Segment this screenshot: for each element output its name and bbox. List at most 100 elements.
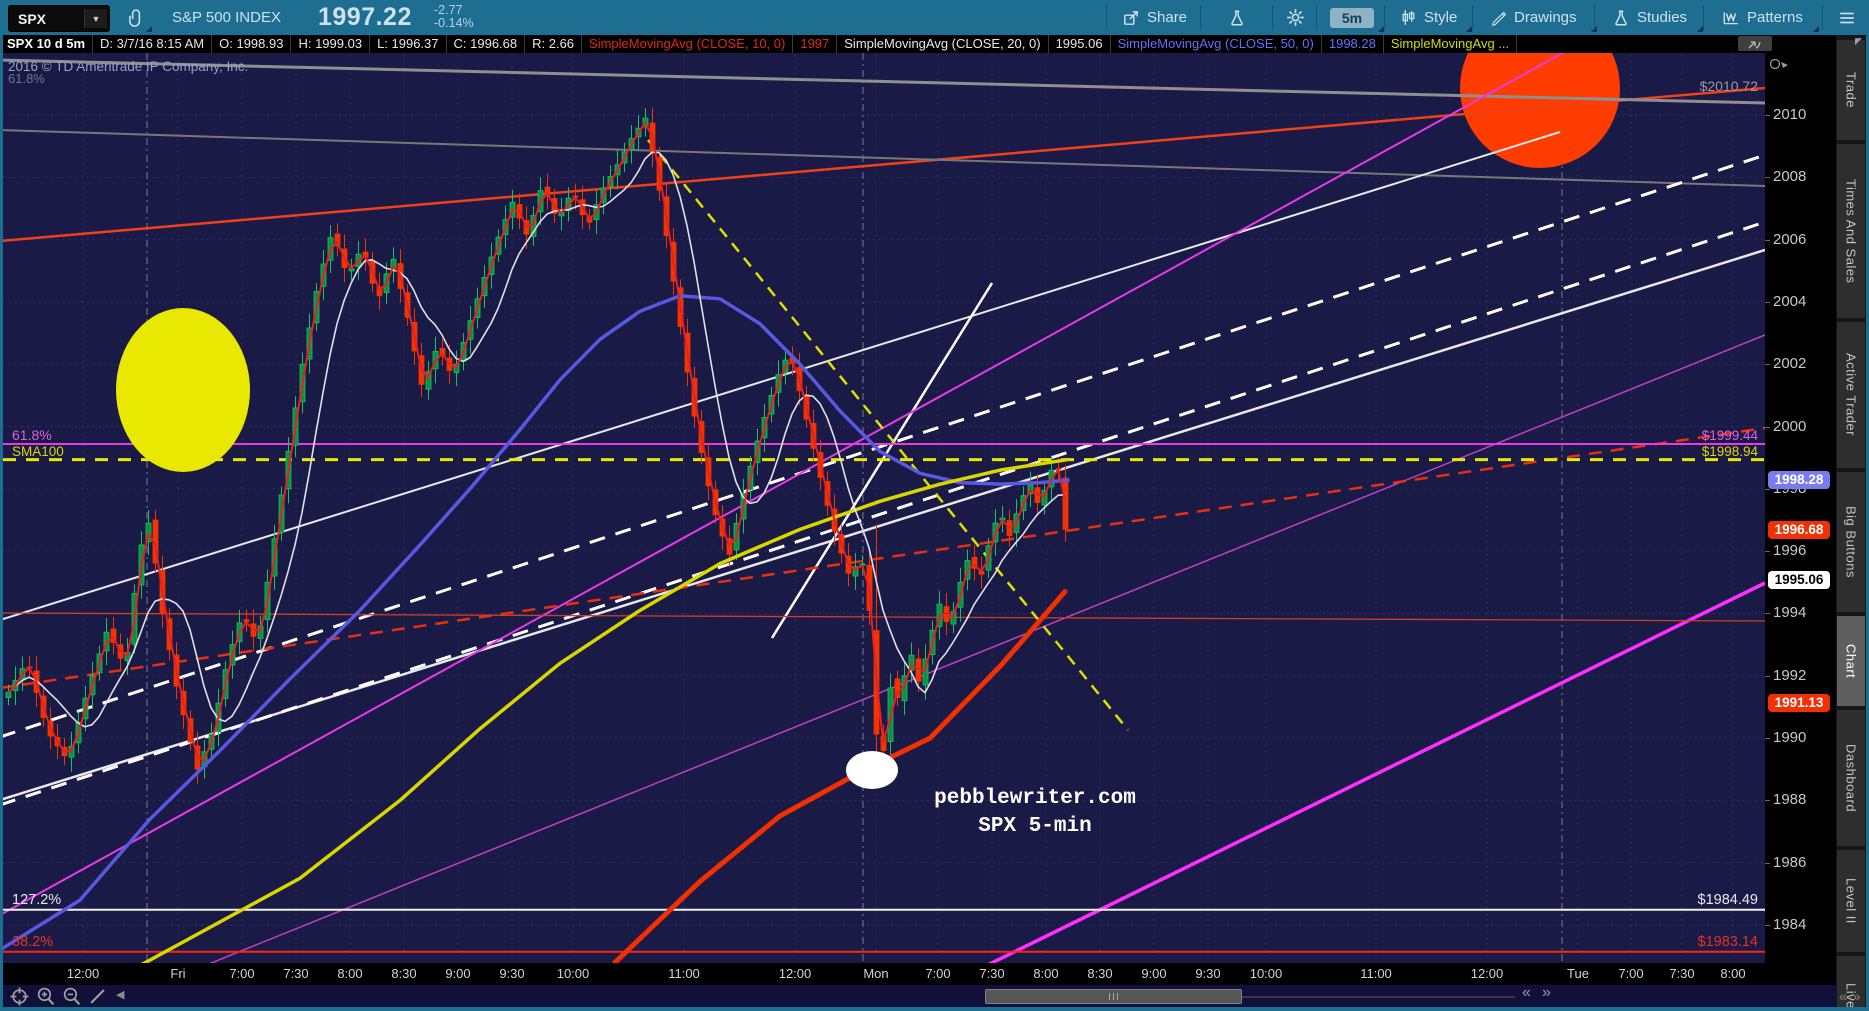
time-axis-label: 7:00: [925, 966, 951, 981]
price-tick: [1765, 675, 1770, 677]
chart-annotation-text: 2016 © TD Ameritrade IP Company, Inc.: [8, 59, 248, 74]
drawing-line-tool-button[interactable]: [88, 987, 107, 1011]
corner-scroll-arrows[interactable]: « »: [1839, 988, 1862, 1004]
pencil-icon: [1492, 11, 1507, 26]
studies-dropdown-corner: [1697, 26, 1703, 32]
drawings-button[interactable]: Drawings: [1490, 0, 1577, 35]
price-tick: [1765, 925, 1770, 926]
share-button[interactable]: Share: [1122, 0, 1187, 35]
gadget-rail: Trade Times And Sales Active Trader Big But…: [1836, 35, 1866, 1007]
studies-button[interactable]: Studies: [1612, 0, 1687, 35]
time-axis-label: Tue: [1567, 966, 1589, 981]
link-paperclip-icon[interactable]: [127, 9, 145, 32]
rail-tab-times-and-sales[interactable]: Times And Sales: [1837, 144, 1865, 318]
price-axis-label: 2002: [1773, 355, 1807, 373]
time-axis-label: 9:30: [1195, 966, 1221, 981]
time-axis-label: 12:00: [66, 966, 100, 981]
time-axis-label: Mon: [863, 966, 889, 981]
chart-restore-button[interactable]: [1738, 36, 1772, 51]
time-axis-label: 12:00: [778, 966, 812, 981]
collapse-tools-arrow[interactable]: ◀: [116, 989, 125, 1001]
studies-label: Studies: [1637, 9, 1688, 26]
symbol-dropdown-arrow[interactable]: ▼: [84, 9, 107, 28]
price-bubble: 1991.13: [1768, 693, 1830, 712]
time-axis-label: 7:30: [979, 966, 1005, 981]
symbol-description: S&P 500 INDEX: [172, 9, 281, 26]
price-axis-label: 1984: [1773, 916, 1807, 933]
rail-tab-level-ii[interactable]: Level II: [1837, 850, 1865, 952]
rail-tab-active-trader[interactable]: Active Trader: [1837, 322, 1865, 468]
rail-tab-chart[interactable]: Chart: [1837, 616, 1865, 706]
chart-annotation-text: $1984.49: [1698, 892, 1758, 908]
price-axis-label: 2000: [1773, 417, 1807, 435]
status-segment: D: 3/7/16 8:15 AM: [93, 35, 213, 53]
flask-icon: [1231, 10, 1243, 25]
chart-annotation-text: $2010.72: [1700, 78, 1759, 94]
patterns-button[interactable]: Patterns: [1722, 0, 1803, 35]
time-axis-label: 8:30: [391, 966, 417, 981]
timeframe-dropdown-corner: [1378, 26, 1384, 32]
toolbar-separator: [1316, 5, 1317, 30]
status-segment: O: 1998.93: [212, 35, 292, 53]
scroll-right-button[interactable]: »: [1542, 984, 1551, 1001]
zoom-out-button[interactable]: [62, 987, 81, 1011]
scroll-left-button[interactable]: «: [1522, 984, 1531, 1001]
chart-annotation-text: $1983.14: [1698, 934, 1758, 950]
toolbar-separator: [1822, 5, 1823, 30]
price-tick: [1765, 301, 1770, 303]
menu-list-icon: [1840, 12, 1854, 23]
toolbar-menu-button[interactable]: [1838, 0, 1856, 35]
time-axis-label: 7:30: [1669, 966, 1695, 981]
time-axis-label: 10:00: [1249, 966, 1283, 981]
timeframe-button[interactable]: 5m: [1330, 8, 1374, 28]
price-axis[interactable]: 2010200820062004200220001998199619941992…: [1765, 53, 1836, 985]
settings-gear-button[interactable]: [1286, 0, 1305, 35]
price-axis-label: 2010: [1773, 106, 1807, 123]
symbol-combobox[interactable]: SPX ▼: [8, 5, 110, 32]
price-axis-label: 1996: [1773, 542, 1807, 560]
rail-tab-big-buttons[interactable]: Big Buttons: [1837, 472, 1865, 612]
zoom-in-button[interactable]: [36, 987, 55, 1011]
style-label: Style: [1424, 9, 1458, 26]
window-right-edge: [1866, 35, 1869, 1011]
rail-tab-trade[interactable]: Trade: [1837, 40, 1865, 140]
style-button[interactable]: Style: [1400, 0, 1457, 35]
pan-crosshair-button[interactable]: [10, 987, 29, 1011]
price-tick: [1765, 862, 1770, 864]
status-segment: 1998.28: [1322, 35, 1384, 53]
toolbar-separator: [1384, 5, 1385, 30]
status-segment: SimpleMovingAvg ...: [1384, 35, 1518, 53]
price-tick: [1765, 426, 1770, 428]
time-axis-label: 11:00: [668, 966, 700, 981]
window-bottom-edge: [0, 1007, 1869, 1011]
price-tick: [1765, 239, 1770, 241]
chart-annotation-text: 61.8%: [12, 427, 52, 443]
axis-reset-icon[interactable]: [1768, 56, 1792, 77]
chart-scrollbar-thumb[interactable]: [985, 989, 1242, 1004]
chart-canvas[interactable]: 2016 © TD Ameritrade IP Company, Inc. 61.…: [0, 8, 1766, 1010]
analysis-flask-button[interactable]: [1228, 0, 1246, 35]
time-axis[interactable]: 12:00 Fri 7:00 7:30 8:00 8:30 9:00 9:30 10:00 11:…: [0, 963, 1836, 985]
drawings-label: Drawings: [1514, 9, 1577, 26]
time-axis-label: 12:00: [1470, 966, 1504, 981]
price-tick: [1765, 551, 1770, 553]
toolbar-separator: [1594, 5, 1595, 30]
rail-tab-dashboard[interactable]: Dashboard: [1837, 710, 1865, 846]
share-icon: [1124, 10, 1138, 25]
chart-annotation-text: 38.2%: [12, 934, 53, 950]
rail-expand-icon[interactable]: ◤: [1855, 36, 1862, 46]
price-axis-label: 1986: [1773, 853, 1807, 871]
time-axis-label: Fri: [170, 966, 186, 981]
price-axis-label: 1988: [1773, 791, 1807, 809]
symbol-value: SPX: [18, 10, 47, 27]
price-axis-label: 1990: [1773, 729, 1807, 747]
chart-annotation-text: SPX 5-min: [978, 815, 1091, 838]
patterns-dropdown-corner: [1813, 26, 1819, 32]
time-axis-label: 8:00: [1033, 966, 1059, 981]
price-change: -2.77: [434, 3, 463, 17]
status-segment: C: 1996.68: [447, 35, 526, 53]
time-axis-label: 9:00: [1141, 966, 1167, 981]
rail-tab-live-news[interactable]: Live News: [1837, 956, 1865, 1007]
chart-scrollbar-track[interactable]: [985, 996, 1515, 998]
price-change-percent: -0.14%: [434, 16, 474, 30]
